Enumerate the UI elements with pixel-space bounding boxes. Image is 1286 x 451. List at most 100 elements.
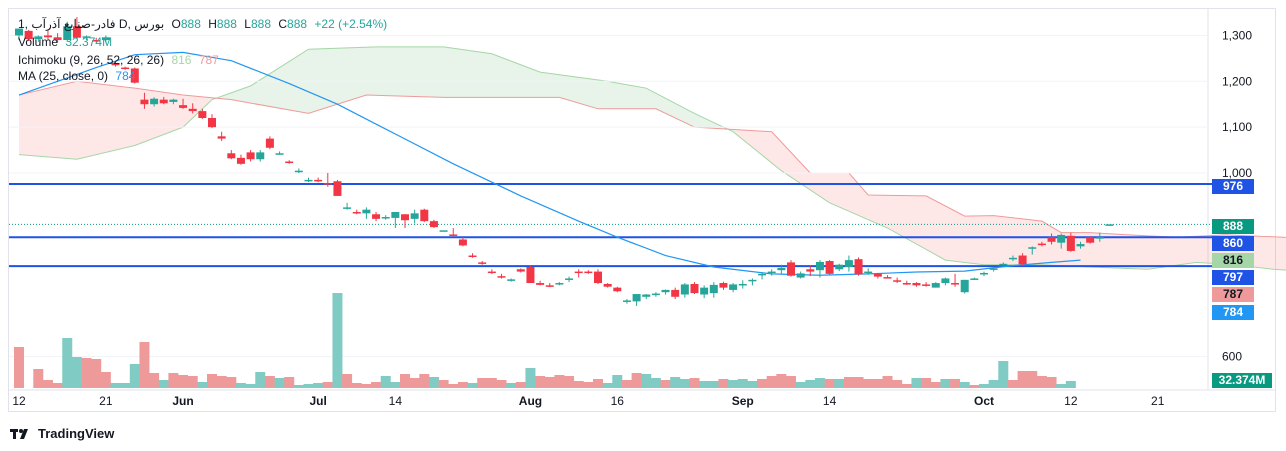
- legend-ma-row[interactable]: MA (25, close, 0) 784: [18, 69, 139, 83]
- volume-bar: [776, 374, 787, 388]
- candle-body: [555, 283, 564, 285]
- cloud-segment: [1128, 234, 1149, 270]
- volume-bar: [535, 376, 546, 388]
- candle-body: [82, 36, 91, 38]
- x-tick-label: Jul: [309, 394, 326, 408]
- y-axis[interactable]: 600 1,000 1,100 1,200 1,300: [1222, 28, 1252, 363]
- candle-body: [796, 273, 805, 278]
- volume-bar: [853, 377, 864, 388]
- candle-body: [1076, 244, 1085, 247]
- candle-body: [381, 217, 390, 219]
- volume-value: 32.374M: [65, 35, 113, 49]
- candle-body: [767, 271, 776, 274]
- legend-symbol-row[interactable]: 1, فادر-صنایع آذرآب D, بورس O888 H888 L8…: [18, 17, 391, 31]
- candle-body: [719, 283, 728, 288]
- volume-bar: [149, 373, 160, 388]
- ma-value: 784: [115, 69, 136, 83]
- candle-body: [536, 283, 545, 285]
- cloud-segment: [19, 81, 77, 160]
- low-label: L: [244, 17, 251, 31]
- candle-body: [478, 262, 487, 264]
- candle-body: [671, 289, 680, 297]
- candle-body: [565, 278, 574, 280]
- candle-body: [700, 287, 709, 295]
- candle-body: [893, 280, 902, 282]
- tradingview-branding[interactable]: TradingView: [10, 426, 114, 441]
- x-axis[interactable]: 12 21 Jun Jul 14 Aug 16 Sep 14 Oct 12 21: [12, 394, 1164, 408]
- volume-bar: [621, 380, 632, 388]
- cloud-segment: [491, 53, 502, 98]
- cloud-segment: [829, 173, 849, 212]
- volume-bar: [573, 381, 584, 388]
- candle-body: [1047, 237, 1056, 242]
- ma-polyline: [18, 51, 1081, 276]
- open-label: O: [171, 17, 181, 31]
- candle-body: [497, 276, 506, 278]
- volume-bar: [419, 374, 430, 388]
- candle-body: [912, 283, 921, 286]
- candle-body: [34, 36, 43, 40]
- volume-badge: 32.374M: [1212, 373, 1272, 388]
- candle-body: [690, 283, 699, 294]
- candle-body: [1028, 247, 1037, 249]
- volume-bar: [1046, 377, 1057, 388]
- cloud-segment: [376, 46, 444, 98]
- candle-body: [622, 300, 631, 302]
- candle-body: [169, 99, 178, 102]
- candle-body: [680, 284, 689, 295]
- candle-body: [999, 263, 1008, 266]
- volume-bar: [361, 384, 372, 388]
- volume-label[interactable]: Volume: [18, 35, 59, 49]
- volume-bar: [409, 378, 420, 388]
- span-a-badge: 816: [1212, 253, 1254, 268]
- candle-body: [179, 105, 188, 108]
- volume-bar: [814, 378, 825, 388]
- candle-body: [101, 37, 110, 41]
- candle-body: [53, 37, 62, 41]
- candle-body: [835, 264, 844, 270]
- legend-volume-row[interactable]: Volume 32.374M: [18, 35, 116, 49]
- volume-bar: [313, 383, 324, 388]
- volume-bar: [351, 383, 362, 388]
- ichimoku-span-b-value: 787: [198, 53, 219, 67]
- ichimoku-label[interactable]: Ichimoku (9, 26, 52, 26, 26): [18, 53, 165, 67]
- volume-bar: [834, 379, 845, 388]
- candle-body: [401, 214, 409, 221]
- candle-body: [246, 152, 255, 160]
- candle-body: [121, 67, 130, 70]
- volume-bar: [593, 379, 603, 388]
- legend-ichimoku-row[interactable]: Ichimoku (9, 26, 52, 26, 26) 816 787: [18, 53, 223, 67]
- chart-frame: [8, 8, 1276, 412]
- x-tick-label: 14: [823, 394, 837, 408]
- volume-bar: [197, 382, 208, 388]
- cloud-segment: [134, 88, 184, 146]
- candle-body: [410, 213, 419, 219]
- volume-bar: [235, 383, 246, 388]
- candle-body: [970, 278, 979, 280]
- volume-bar: [911, 378, 922, 388]
- candle-body: [1105, 224, 1114, 226]
- ichimoku-span-a-value: 816: [171, 53, 192, 67]
- x-tick-label: 12: [1064, 394, 1078, 408]
- candle-body: [545, 285, 554, 287]
- candle-body: [72, 26, 81, 38]
- ma-label[interactable]: MA (25, close, 0): [18, 69, 109, 83]
- x-tick-label: 16: [611, 394, 625, 408]
- volume-bar: [448, 384, 459, 388]
- cloud-segment: [810, 173, 830, 203]
- last-price-badge: 888: [1212, 219, 1254, 234]
- volume-bar: [477, 378, 488, 388]
- volume-bar: [525, 368, 536, 388]
- volume-bar: [255, 372, 266, 388]
- candle-body: [758, 273, 767, 276]
- volume-bar: [718, 379, 729, 388]
- cloud-segment: [443, 46, 492, 98]
- cloud-segment: [366, 46, 377, 96]
- volume-bar: [207, 374, 217, 388]
- candles: [15, 17, 1114, 306]
- cloud-segment: [1283, 237, 1286, 271]
- candle-body: [738, 283, 747, 286]
- volume-bar: [467, 383, 478, 388]
- symbol-name[interactable]: 1, فادر-صنایع آذرآب D, بورس: [18, 17, 165, 31]
